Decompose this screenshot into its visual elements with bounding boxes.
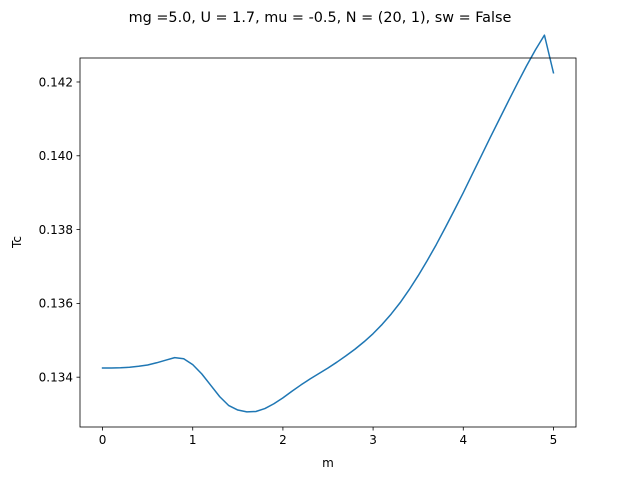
x-axis-ticks: 0 1 2 3 4 5 [99, 427, 558, 447]
y-tick-label: 0.134 [39, 370, 73, 384]
y-tick-label: 0.142 [39, 75, 73, 89]
series-line-0 [101, 34, 555, 413]
x-tick-label: 4 [459, 433, 467, 447]
y-tick-label: 0.138 [39, 223, 73, 237]
plot-area [79, 34, 577, 428]
y-axis-ticks: 0.134 0.136 0.138 0.140 0.142 [39, 75, 80, 384]
x-tick-label: 3 [369, 433, 377, 447]
x-tick-label: 0 [99, 433, 107, 447]
x-tick-label: 2 [279, 433, 287, 447]
axes-frame [79, 57, 577, 428]
x-tick-label: 5 [550, 433, 558, 447]
x-axis-label: m [322, 456, 334, 470]
chart-title: mg =5.0, U = 1.7, mu = -0.5, N = (20, 1)… [129, 10, 512, 26]
y-tick-label: 0.136 [39, 297, 73, 311]
y-axis-label: Tc [10, 236, 24, 249]
y-tick-label: 0.140 [39, 149, 73, 163]
x-tick-label: 1 [189, 433, 197, 447]
